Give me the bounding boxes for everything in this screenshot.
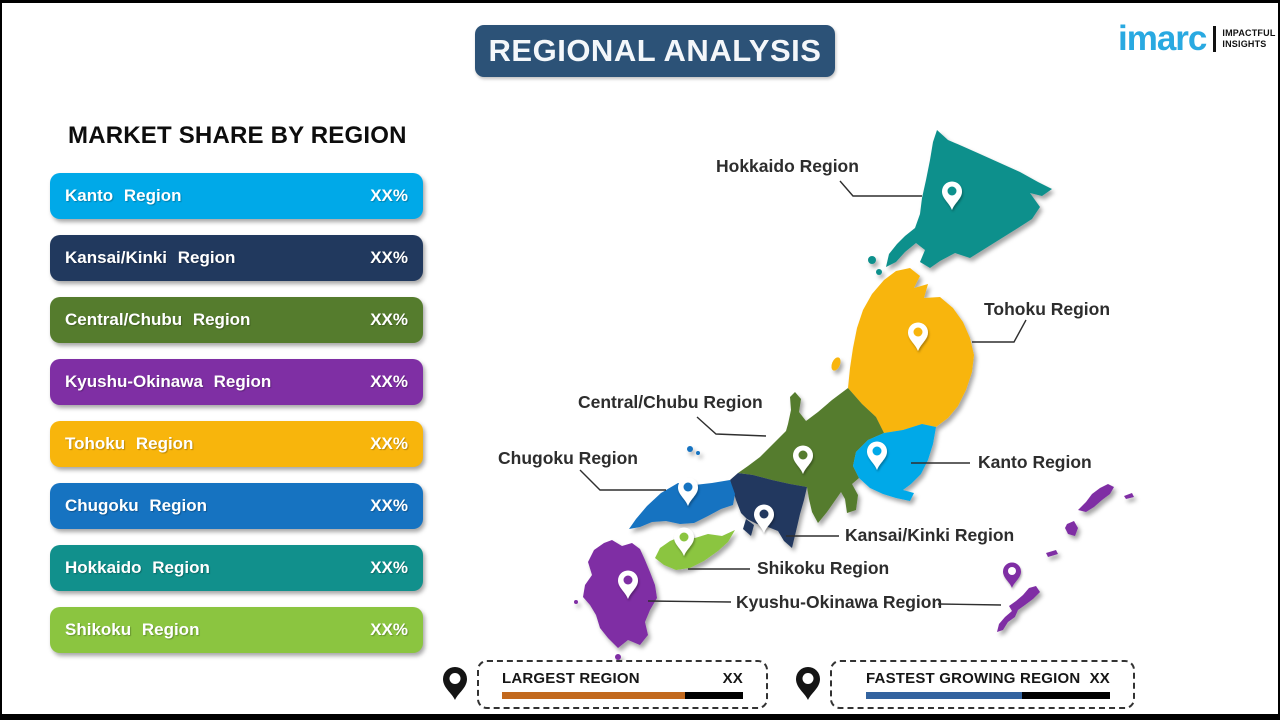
kyushu-pin-icon [618, 570, 638, 599]
kyushu-islet [615, 654, 621, 660]
market-share-bar-shikoku: Shikoku Region XX% [50, 607, 423, 653]
largest-region-bar [502, 692, 743, 699]
oki-islet [696, 451, 700, 455]
fastest-growing-region-bar [866, 692, 1110, 699]
title-banner: REGIONAL ANALYSIS [475, 25, 835, 77]
bar-label: Chugoku Region [65, 496, 207, 515]
map-label-kansai: Kansai/Kinki Region [845, 525, 1015, 545]
market-share-list: Kanto Region XX% Kansai/Kinki Region XX%… [50, 173, 423, 653]
okinawa-main-island [997, 586, 1040, 632]
legend-box-largest-region: LARGEST REGION XX [477, 660, 768, 709]
frame-right [1278, 0, 1280, 720]
frame-bottom [0, 714, 1280, 720]
bar-label: Central/Chubu Region [65, 310, 251, 329]
shikoku-pin-icon [674, 527, 694, 556]
map-label-kyushu-okinawa: Kyushu-Okinawa Region [736, 592, 943, 612]
hokkaido-pin-icon [942, 181, 962, 210]
frame-left [0, 0, 2, 720]
bar-label: Shikoku Region [65, 620, 200, 639]
map-label-chubu: Central/Chubu Region [578, 392, 763, 412]
region-shikoku-shape [655, 530, 735, 570]
map-label-kanto: Kanto Region [978, 452, 1092, 472]
bar-value: XX% [370, 186, 408, 205]
leader-hokkaido [839, 180, 922, 197]
bar-value: XX% [370, 248, 408, 267]
okinawa-islet [1065, 521, 1078, 536]
bar-label: Kanto Region [65, 186, 182, 205]
kyushu-islet [574, 600, 578, 604]
page-title: REGIONAL ANALYSIS [488, 33, 822, 68]
market-share-heading: MARKET SHARE BY REGION [68, 122, 407, 149]
map-label-chugoku: Chugoku Region [498, 448, 638, 468]
market-share-bar-kyushu-okinawa: Kyushu-Okinawa Region XX% [50, 359, 423, 405]
largest-region-label: LARGEST REGION [502, 670, 640, 687]
imarc-logo-text: imarc [1118, 19, 1207, 58]
bar-value: XX% [370, 620, 408, 639]
leader-lines [579, 180, 1027, 606]
market-share-bar-hokkaido: Hokkaido Region XX% [50, 545, 423, 591]
market-share-bar-tohoku: Tohoku Region XX% [50, 421, 423, 467]
legend-box-fastest-growing-region: FASTEST GROWING REGION XX [830, 660, 1135, 709]
okinawa-pin-icon [1003, 562, 1021, 588]
hokkaido-islet [868, 256, 876, 264]
fastest-growing-region-bar-secondary [1022, 692, 1110, 699]
leader-kyushu-left [647, 600, 732, 603]
region-hokkaido-shape [886, 130, 1052, 268]
leader-chubu [696, 416, 767, 437]
leader-tohoku [972, 319, 1027, 343]
chubu-pin-icon [793, 445, 813, 474]
market-share-bar-kanto: Kanto Region XX% [50, 173, 423, 219]
japan-map [574, 130, 1134, 660]
logo-tagline: IMPACTFUL INSIGHTS [1222, 28, 1275, 50]
map-label-shikoku: Shikoku Region [757, 558, 890, 578]
amami-islet [1124, 493, 1134, 499]
region-chugoku-shape [629, 480, 735, 529]
largest-region-bar-primary [502, 692, 686, 699]
region-tohoku-shape [848, 268, 974, 433]
fastest-growing-region-value: XX [1089, 670, 1110, 687]
bar-value: XX% [370, 558, 408, 577]
bar-value: XX% [370, 310, 408, 329]
kansai-pin-icon [754, 504, 774, 533]
logo-tagline-line1: IMPACTFUL [1222, 28, 1276, 38]
hokkaido-islet [876, 269, 882, 275]
bar-value: XX% [370, 434, 408, 453]
map-label-tohoku: Tohoku Region [984, 299, 1111, 319]
largest-region-bar-secondary [685, 692, 743, 699]
map-pins [618, 181, 1021, 599]
leader-chugoku [579, 469, 666, 491]
okinawa-islet [1046, 550, 1058, 557]
fastest-growing-region-bar-primary [866, 692, 1023, 699]
fastest-growing-region-pin-icon [796, 667, 820, 700]
imarc-logo: imarc IMPACTFUL INSIGHTS [1118, 19, 1276, 58]
market-share-bar-chugoku: Chugoku Region XX% [50, 483, 423, 529]
bar-label: Kansai/Kinki Region [65, 248, 236, 267]
kanto-pin-icon [867, 441, 887, 470]
tohoku-pin-icon [908, 322, 928, 351]
fastest-growing-region-label: FASTEST GROWING REGION [866, 670, 1081, 687]
bar-label: Hokkaido Region [65, 558, 210, 577]
amami-islands [1078, 484, 1114, 512]
bar-label: Kyushu-Okinawa Region [65, 372, 272, 391]
market-share-bar-kansai: Kansai/Kinki Region XX% [50, 235, 423, 281]
largest-region-value: XX [722, 670, 743, 687]
frame-top [0, 0, 1280, 3]
bar-value: XX% [370, 496, 408, 515]
awaji-islet [743, 519, 754, 536]
oki-islet [687, 446, 693, 452]
chugoku-pin-icon [678, 477, 698, 506]
region-kyushu-shape [583, 540, 657, 648]
sado-islet [831, 357, 841, 371]
logo-divider [1213, 26, 1217, 52]
map-label-hokkaido: Hokkaido Region [716, 156, 859, 176]
leader-okinawa-right [937, 603, 1002, 606]
bar-value: XX% [370, 372, 408, 391]
logo-tagline-line2: INSIGHTS [1222, 39, 1267, 49]
bar-label: Tohoku Region [65, 434, 194, 453]
market-share-bar-chubu: Central/Chubu Region XX% [50, 297, 423, 343]
largest-region-pin-icon [443, 667, 467, 700]
